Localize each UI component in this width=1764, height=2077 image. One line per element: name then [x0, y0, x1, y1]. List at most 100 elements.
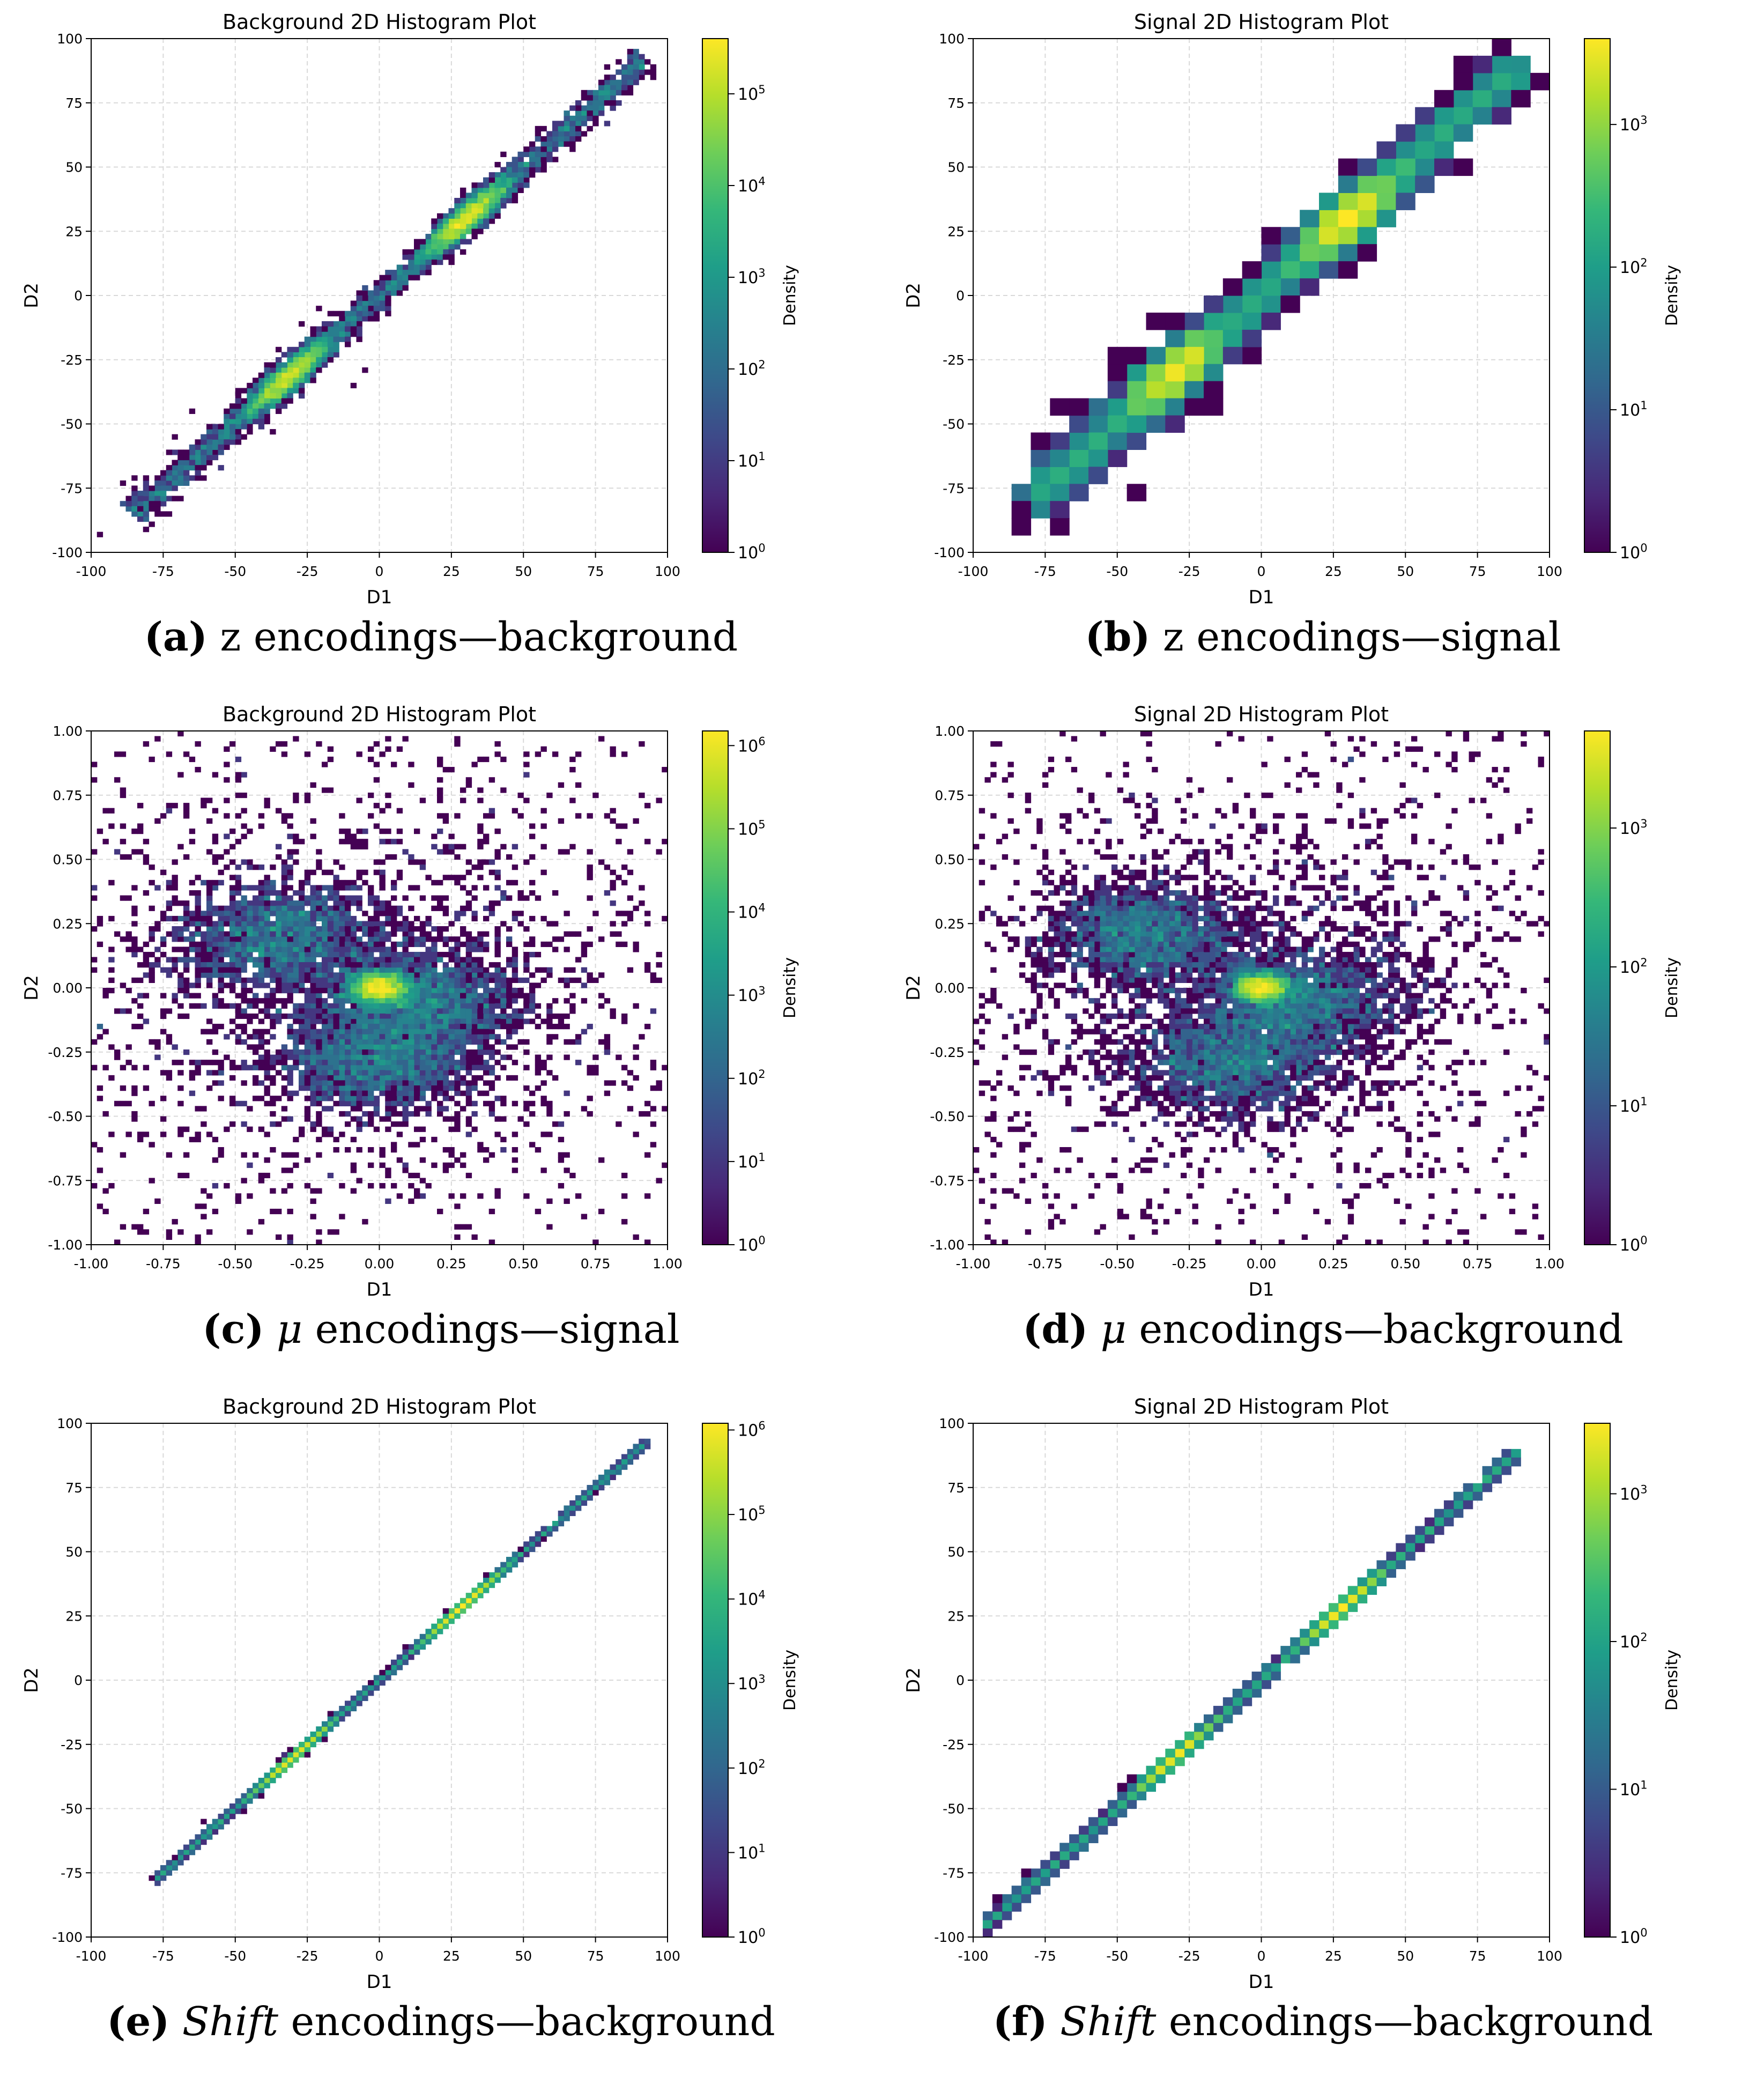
histogram-cell	[327, 905, 334, 911]
histogram-cell	[483, 197, 490, 204]
histogram-cell	[454, 1013, 461, 1019]
histogram-cell	[264, 1049, 270, 1055]
histogram-cell	[650, 1065, 657, 1070]
histogram-cell	[1238, 1034, 1244, 1040]
histogram-cell	[535, 951, 542, 958]
histogram-cell	[540, 167, 547, 173]
histogram-cell	[471, 1060, 478, 1066]
histogram-cell	[1129, 911, 1135, 916]
histogram-cell	[437, 900, 443, 906]
histogram-cell	[247, 1065, 253, 1070]
histogram-cell	[160, 511, 167, 517]
histogram-cell	[402, 1106, 409, 1112]
histogram-cell	[276, 941, 282, 947]
histogram-cell	[448, 849, 455, 855]
histogram-cell	[1071, 951, 1078, 958]
histogram-cell	[339, 1039, 345, 1045]
histogram-cell	[1353, 977, 1360, 984]
histogram-cell	[1181, 1054, 1187, 1060]
histogram-cell	[471, 864, 478, 870]
histogram-cell	[1054, 921, 1060, 927]
histogram-cell	[564, 121, 570, 127]
histogram-cell	[368, 813, 374, 819]
histogram-cell	[396, 264, 403, 270]
histogram-cell	[379, 962, 386, 968]
histogram-cell	[1242, 278, 1262, 296]
histogram-cell	[356, 998, 362, 1004]
histogram-cell	[339, 1070, 345, 1076]
histogram-cell	[327, 1044, 334, 1050]
histogram-cell	[419, 941, 426, 947]
histogram-cell	[379, 905, 386, 911]
histogram-cell	[558, 1157, 565, 1163]
histogram-cell	[345, 1111, 351, 1117]
histogram-cell	[1250, 993, 1256, 999]
histogram-cell	[281, 1188, 288, 1194]
histogram-cell	[379, 900, 386, 906]
histogram-cell	[587, 941, 593, 947]
histogram-cell	[258, 413, 265, 419]
histogram-cell	[264, 1070, 270, 1076]
histogram-cell	[310, 367, 316, 373]
histogram-cell	[558, 936, 565, 942]
histogram-cell	[379, 1049, 386, 1055]
histogram-cell	[396, 285, 403, 291]
chart-title: Background 2D Histogram Plot	[223, 10, 536, 34]
histogram-cell	[195, 900, 201, 906]
histogram-cell	[235, 408, 242, 414]
histogram-cell	[189, 915, 196, 922]
histogram-cell	[644, 1152, 651, 1158]
histogram-cell	[1123, 977, 1129, 984]
histogram-cell	[1382, 859, 1389, 865]
histogram-cell	[523, 797, 530, 803]
histogram-cell	[1273, 982, 1279, 988]
histogram-cell	[356, 988, 362, 994]
histogram-cell	[1324, 988, 1331, 994]
histogram-cell	[373, 1044, 380, 1050]
histogram-cell	[212, 1060, 219, 1066]
histogram-cell	[1359, 951, 1366, 958]
histogram-cell	[512, 951, 518, 958]
panel-c: -1.00 -1.00 -0.75 -0.75 -0.50 -0.50 -0.25 -0.25…	[0, 692, 882, 1385]
histogram-cell	[1140, 941, 1147, 947]
histogram-cell	[201, 921, 207, 927]
histogram-cell	[212, 941, 219, 947]
histogram-cell	[1221, 1065, 1227, 1070]
histogram-cell	[575, 100, 582, 106]
histogram-cell	[1261, 998, 1268, 1004]
histogram-cell	[1357, 210, 1377, 227]
histogram-cell	[460, 1013, 466, 1019]
histogram-cell	[368, 957, 374, 963]
histogram-cell	[460, 905, 466, 911]
histogram-cell	[1227, 1060, 1233, 1066]
histogram-cell	[1111, 1070, 1118, 1076]
histogram-cell	[247, 977, 253, 984]
histogram-cell	[362, 988, 368, 994]
histogram-cell	[368, 1034, 374, 1040]
histogram-cell	[287, 813, 293, 819]
histogram-cell	[281, 393, 288, 399]
histogram-cell	[1301, 982, 1308, 988]
histogram-cell	[1050, 432, 1070, 450]
histogram-cell	[402, 249, 409, 255]
histogram-cell	[1158, 967, 1164, 973]
histogram-cell	[350, 1018, 357, 1024]
histogram-cell	[224, 444, 230, 450]
histogram-cell	[471, 1018, 478, 1024]
histogram-cell	[189, 475, 196, 481]
histogram-cell	[414, 1142, 420, 1148]
histogram-cell	[304, 1070, 311, 1076]
histogram-cell	[1071, 1018, 1078, 1024]
histogram-cell	[339, 911, 345, 916]
histogram-cell	[1242, 261, 1262, 279]
histogram-cell	[1181, 926, 1187, 932]
histogram-cell	[465, 1132, 472, 1137]
histogram-cell	[235, 864, 242, 870]
histogram-cell	[1238, 962, 1244, 968]
histogram-cell	[1313, 977, 1320, 984]
histogram-cell	[604, 864, 611, 870]
histogram-cell	[310, 962, 316, 968]
histogram-cell	[552, 146, 559, 152]
histogram-cell	[1511, 55, 1531, 73]
histogram-cell	[316, 1039, 322, 1045]
